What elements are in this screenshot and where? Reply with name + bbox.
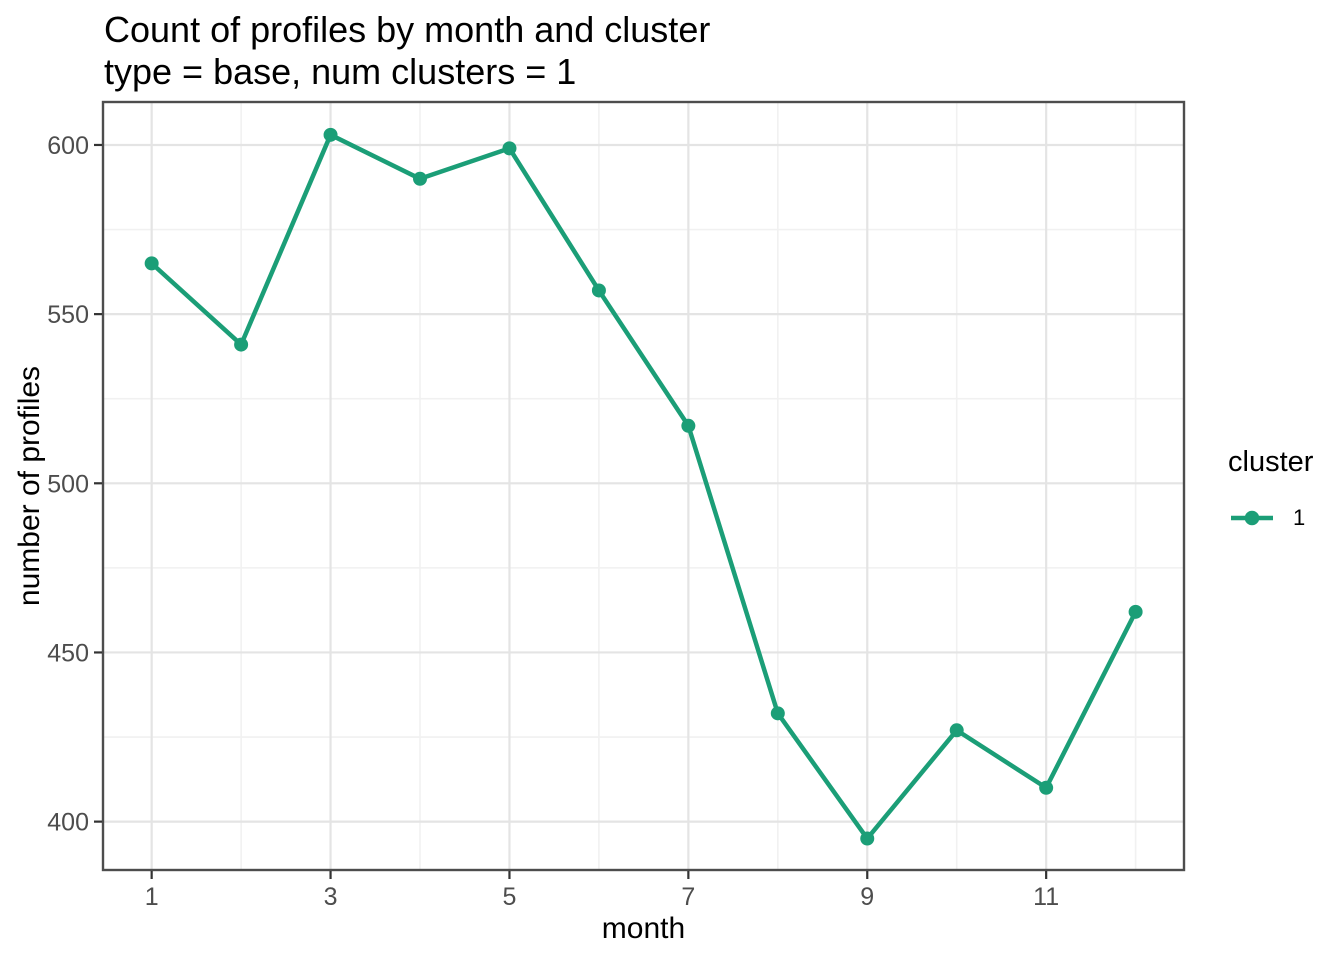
legend: cluster 1 (1228, 446, 1313, 531)
y-tick-label: 500 (47, 470, 89, 498)
chart-subtitle: type = base, num clusters = 1 (104, 51, 577, 92)
data-point (591, 283, 606, 298)
data-point (502, 141, 517, 156)
data-point (1039, 780, 1054, 795)
x-tick-label: 11 (1033, 883, 1059, 911)
x-tick-label: 7 (681, 883, 695, 911)
x-tick-label: 3 (324, 883, 338, 911)
y-tick-label: 400 (47, 809, 89, 837)
x-axis-title: month (601, 912, 686, 945)
data-point (234, 337, 249, 352)
x-tick-label: 5 (503, 883, 517, 911)
data-point (413, 171, 428, 186)
data-point (1128, 604, 1143, 619)
legend-title: cluster (1228, 446, 1314, 478)
data-point (144, 256, 159, 271)
y-tick-label: 600 (47, 132, 89, 160)
y-tick-label: 550 (47, 301, 89, 329)
chart-title: Count of profiles by month and cluster (104, 9, 711, 50)
data-point (949, 723, 964, 738)
panel-border (101, 100, 1186, 872)
data-point (323, 127, 338, 142)
y-axis-title: number of profiles (13, 365, 46, 607)
plot-panel (103, 102, 1184, 870)
data-point (770, 706, 785, 721)
title-block: Count of profiles by month and cluster t… (104, 9, 710, 93)
legend-key-icon (1231, 510, 1273, 526)
legend-item-label: 1 (1293, 505, 1306, 530)
data-point (681, 418, 696, 433)
legend-item: 1 (1228, 505, 1313, 531)
x-tick-label: 1 (145, 883, 159, 911)
x-tick-label: 9 (860, 883, 874, 911)
series-line (150, 132, 1138, 841)
data-point (860, 831, 875, 846)
y-tick-label: 450 (47, 639, 89, 667)
